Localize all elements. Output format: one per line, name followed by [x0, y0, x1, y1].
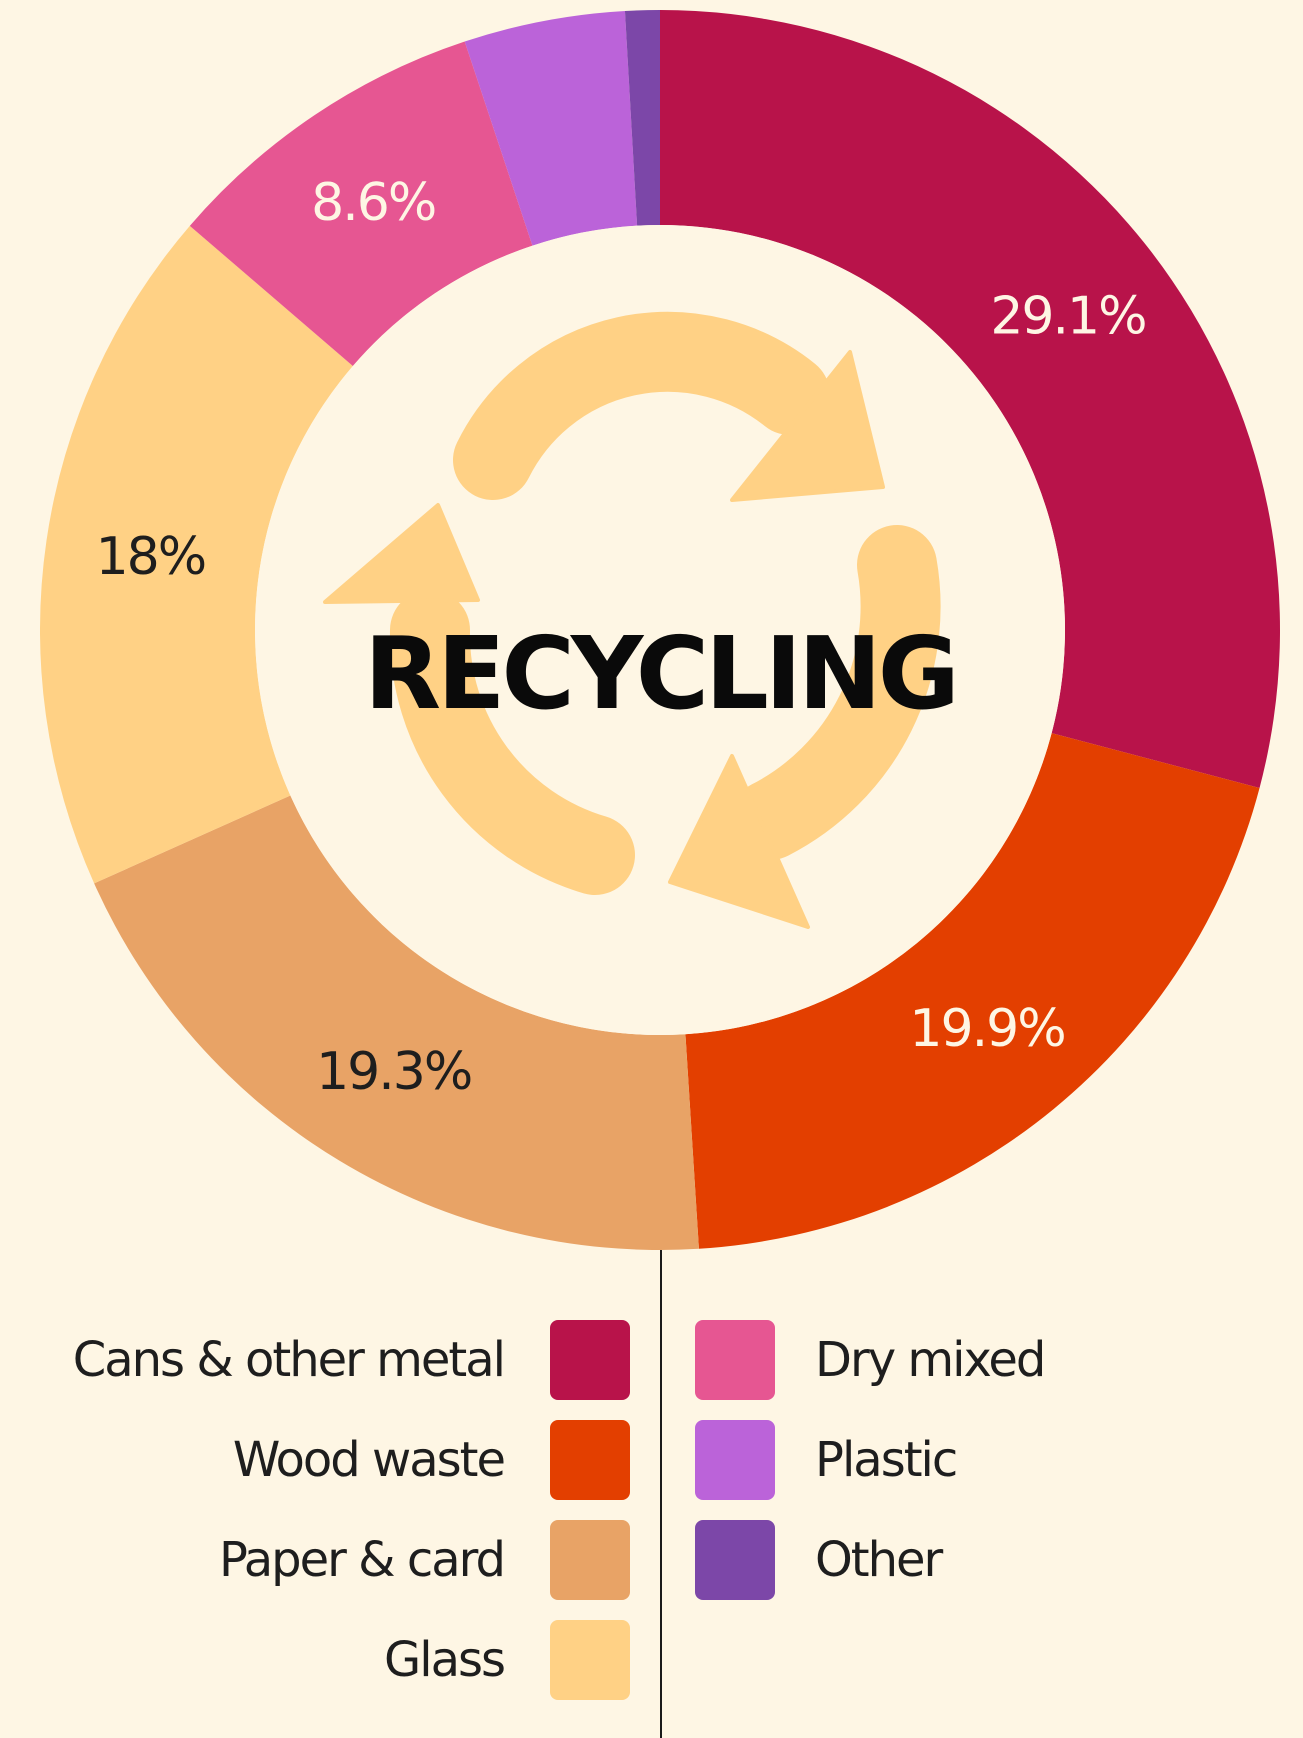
slice-labels: 29.1% 19.9% 19.3% 18% 8.6%: [96, 173, 1148, 1102]
slice-glass: [40, 225, 353, 884]
slice-dry-mixed: [189, 41, 533, 367]
legend-item-plastic: Plastic: [695, 1420, 958, 1500]
legend-item-cans-other-metal: Cans & other metal: [73, 1320, 630, 1400]
slice-wood-waste: [685, 733, 1260, 1249]
slice-paper-card: [94, 795, 699, 1250]
recycle-arrows-icon: [323, 311, 941, 929]
slice-other: [624, 10, 660, 226]
slice-cans-other-metal: [660, 10, 1280, 788]
legend-label: Glass: [384, 1632, 506, 1688]
legend-swatch: [695, 1420, 775, 1500]
legend-swatch: [550, 1620, 630, 1700]
data-label-paper-card: 19.3%: [316, 1042, 471, 1102]
legend-item-paper-card: Paper & card: [219, 1520, 630, 1600]
legend-label: Dry mixed: [815, 1332, 1046, 1388]
legend-swatch: [695, 1320, 775, 1400]
data-label-dry-mixed: 8.6%: [311, 173, 435, 233]
data-label-wood-waste: 19.9%: [909, 999, 1064, 1059]
legend-label: Paper & card: [218, 1532, 506, 1588]
legend-divider: [660, 1250, 662, 1738]
data-label-glass: 18%: [96, 527, 206, 587]
legend-label: Plastic: [815, 1432, 958, 1488]
legend-item-other: Other: [695, 1520, 943, 1600]
chart-title: RECYCLING: [364, 615, 956, 732]
legend-swatch: [550, 1320, 630, 1400]
data-label-cans-other-metal: 29.1%: [990, 287, 1145, 347]
legend-label: Other: [815, 1532, 943, 1588]
legend-item-wood-waste: Wood waste: [233, 1420, 630, 1500]
slice-plastic: [464, 10, 638, 246]
legend-item-dry-mixed: Dry mixed: [695, 1320, 1046, 1400]
legend-label: Wood waste: [232, 1432, 506, 1488]
legend-swatch: [550, 1520, 630, 1600]
legend-swatch: [695, 1520, 775, 1600]
legend-item-glass: Glass: [384, 1620, 630, 1700]
legend-swatch: [550, 1420, 630, 1500]
legend-label: Cans & other metal: [72, 1332, 506, 1388]
